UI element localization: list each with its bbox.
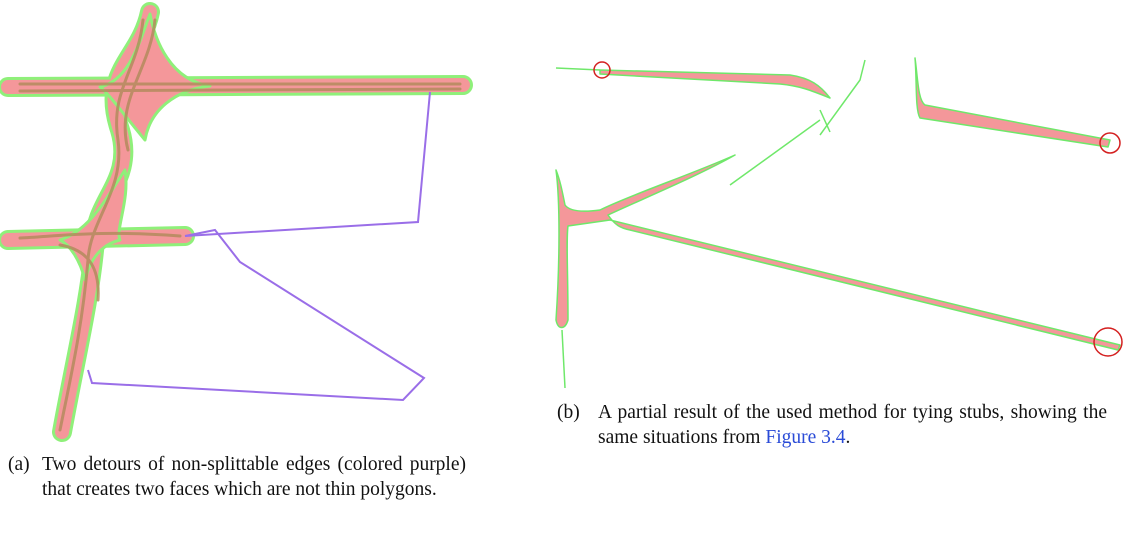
road-network-a <box>8 12 463 432</box>
page: (a) Two detours of non-splittable edges … <box>0 0 1128 545</box>
caption-label: (a) <box>8 452 30 477</box>
caption-end: . <box>846 427 851 448</box>
figure-link[interactable]: Figure 3.4 <box>765 427 845 448</box>
highlight-circles <box>594 62 1122 356</box>
road-network-b <box>556 58 1120 388</box>
caption-text: A partial result of the used method for … <box>598 402 1107 448</box>
caption-b: (b) A partial result of the used method … <box>557 400 1107 450</box>
caption-text: Two detours of non-splittable edges (col… <box>42 452 466 502</box>
caption-text-block: A partial result of the used method for … <box>598 400 1107 450</box>
caption-a: (a) Two detours of non-splittable edges … <box>8 452 466 502</box>
caption-label: (b) <box>557 400 580 425</box>
